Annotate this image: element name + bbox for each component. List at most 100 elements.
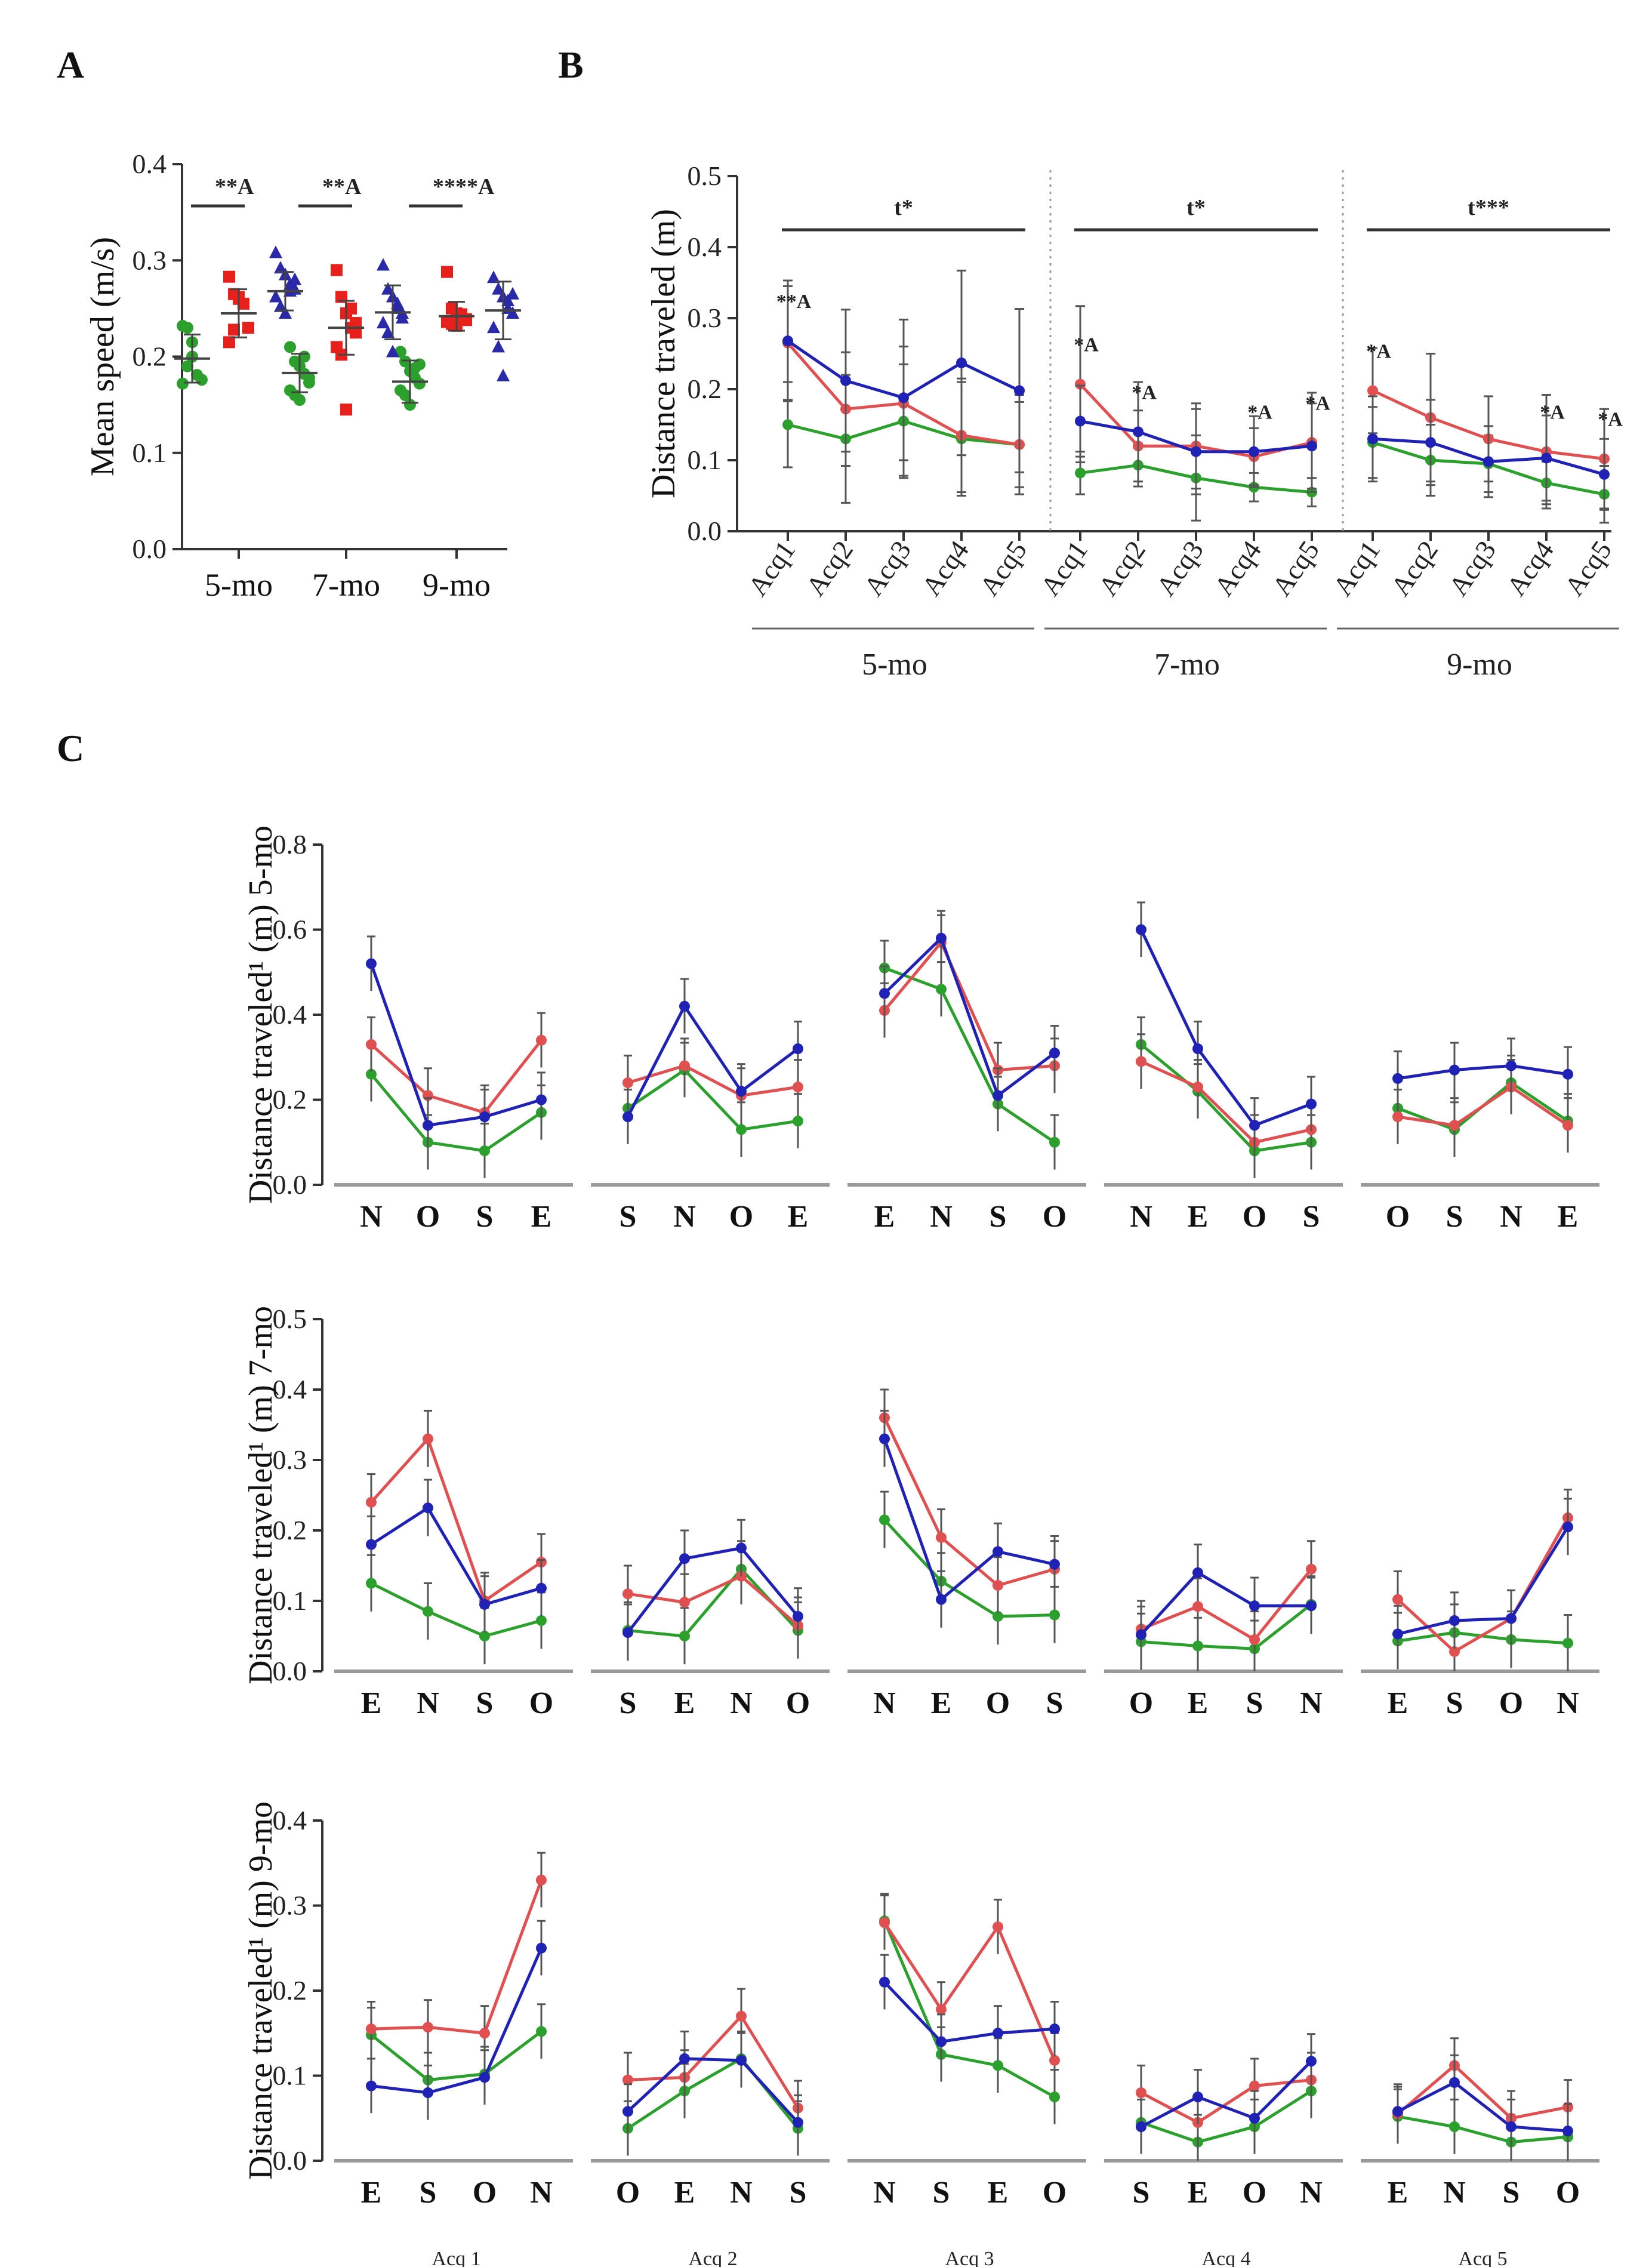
c-line-green (627, 1068, 799, 1132)
c-x-tick-label: S (790, 2176, 807, 2210)
c-line-blue (1397, 1526, 1570, 1635)
c-line-red (1140, 1060, 1312, 1144)
c4-y-tick-label: 0.4 (273, 1805, 307, 1835)
c-point-red (936, 2004, 947, 2015)
c-point-green (793, 1116, 803, 1127)
c-point-green (1449, 2121, 1460, 2132)
c-x-tick-label: S (420, 2176, 437, 2210)
a-point-green (399, 389, 411, 401)
c-point-blue (793, 1043, 803, 1054)
b-point-blue (956, 357, 967, 368)
c-line-red (1397, 2063, 1568, 2120)
a-point-blue (377, 316, 390, 329)
c-point-red (879, 1917, 890, 1928)
c-x-tick-label: S (933, 2176, 950, 2210)
a-point-red (350, 327, 362, 339)
c-x-tick-label: O (1386, 1200, 1410, 1234)
b-x-tick-label: Acq2 (800, 535, 859, 601)
b-point-annotation: *A (1305, 392, 1330, 414)
c-x-tick-label: S (1246, 1686, 1263, 1720)
c-point-red (366, 1039, 377, 1050)
b-x-tick-label: Acq5 (1266, 535, 1325, 601)
c-line-green (883, 1518, 1055, 1618)
c-point-green (479, 1631, 490, 1641)
c-x-tick-label: O (473, 2176, 497, 2210)
a-y-axis-label: Mean speed (m/s) (84, 237, 121, 476)
c-line-green (883, 1920, 1056, 2099)
c-point-blue (1049, 2023, 1060, 2035)
b-group-label: 5-mo (862, 648, 927, 682)
c-point-blue (679, 2053, 690, 2064)
c-x-tick-label: S (1446, 1200, 1463, 1234)
c-point-red (993, 1580, 1003, 1591)
c-x-tick-label: E (361, 2176, 382, 2210)
c-line-red (371, 1879, 543, 2035)
c-point-blue (1506, 1613, 1517, 1624)
b-group-significance-label: t* (894, 195, 913, 220)
a-point-red (228, 324, 240, 336)
c-point-blue (1449, 2077, 1460, 2088)
b-group-label: 7-mo (1154, 648, 1220, 682)
c-x-tick-label: E (788, 1200, 809, 1234)
c-point-green (879, 1514, 890, 1526)
c-point-blue (1249, 1120, 1260, 1131)
c-point-blue (736, 1542, 747, 1554)
c-line-blue (626, 1003, 799, 1118)
c-x-tick-label: N (1557, 1686, 1579, 1720)
a-point-red (350, 317, 362, 329)
c-point-blue (1306, 2056, 1317, 2067)
c-point-blue (1249, 2112, 1260, 2124)
c-x-tick-label: N (1443, 2176, 1466, 2210)
b-y-tick-label: 0.2 (688, 374, 722, 404)
c-point-blue (1192, 1043, 1203, 1054)
c-x-tick-label: N (673, 1200, 696, 1234)
c-point-blue (1562, 1521, 1573, 1533)
a-point-blue (506, 287, 519, 300)
c4-y-tick-label: 0.2 (273, 1975, 307, 2006)
c-point-blue (423, 1120, 433, 1131)
c-point-blue (936, 1594, 947, 1605)
a-point-red (340, 403, 352, 416)
c3-y-tick-label: 0.2 (273, 1515, 307, 1545)
c-line-red (883, 940, 1055, 1072)
c-point-blue (1506, 2121, 1517, 2132)
a-y-tick-label: 0.1 (132, 438, 167, 468)
c-x-tick-label: E (1188, 1200, 1209, 1234)
c-acq-label: Acq 1 (432, 2248, 480, 2267)
c-point-red (1449, 1120, 1460, 1131)
c-x-tick-label: O (986, 1686, 1010, 1720)
c-x-tick-label: E (1388, 1686, 1408, 1720)
c-point-blue (793, 2117, 803, 2128)
c-point-red (536, 1874, 547, 1886)
a-point-green (284, 341, 296, 353)
a-point-blue (492, 340, 505, 353)
c-x-tick-label: O (529, 1686, 553, 1720)
c-point-red (622, 2074, 633, 2086)
b-point-blue (1483, 456, 1494, 467)
c-x-tick-label: N (873, 1686, 896, 1720)
a-y-tick-label: 0.3 (132, 245, 167, 275)
c-x-tick-label: N (730, 2176, 753, 2210)
c-x-tick-label: E (931, 1686, 952, 1720)
c-x-tick-label: E (1388, 2176, 1408, 2210)
b-point-green (1075, 467, 1086, 479)
a-point-blue (377, 258, 390, 271)
c-x-tick-label: O (1129, 1686, 1153, 1720)
c-point-blue (1562, 1068, 1573, 1080)
b-point-blue (1014, 385, 1025, 396)
c-x-tick-label: N (1130, 1200, 1152, 1234)
c-point-green (993, 2060, 1003, 2071)
b-point-red (1367, 385, 1378, 396)
c-point-blue (366, 1539, 377, 1550)
c-line-blue (371, 1947, 543, 2094)
a-x-tick-label: 5-mo (205, 567, 273, 603)
c-x-tick-label: O (1243, 2176, 1266, 2210)
c-point-red (679, 1597, 690, 1608)
c-point-red (1192, 1082, 1203, 1093)
a-point-red (460, 313, 472, 325)
c-point-red (1136, 1056, 1146, 1067)
c-point-blue (1192, 1567, 1203, 1578)
